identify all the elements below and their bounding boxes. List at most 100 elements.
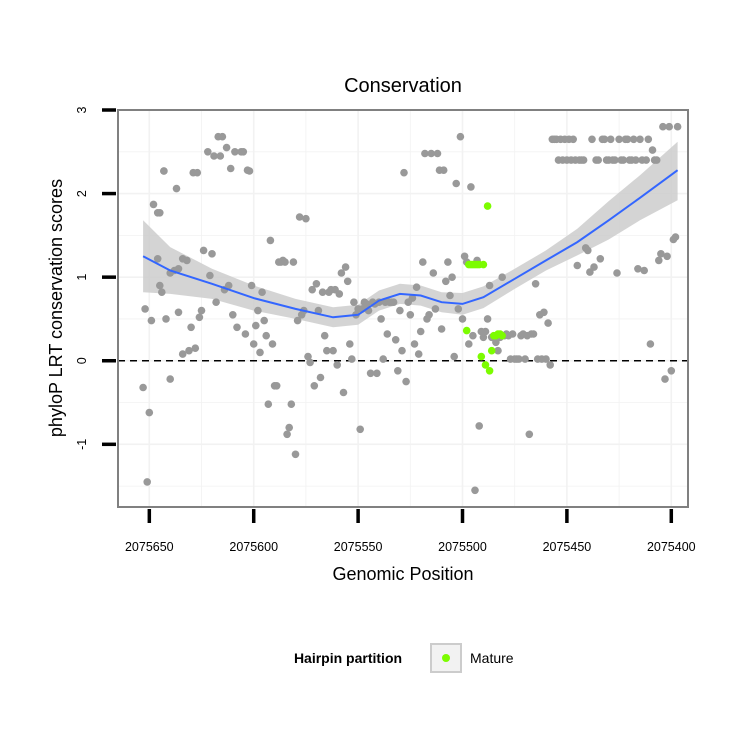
data-points (139, 122, 682, 495)
point (483, 315, 492, 323)
confidence-band-area (143, 141, 678, 328)
point (661, 375, 669, 383)
confidence-band (118, 141, 688, 362)
point (247, 281, 256, 290)
point (268, 340, 277, 348)
mature-point (485, 367, 494, 375)
point (156, 281, 164, 290)
point (492, 338, 500, 347)
point (339, 388, 348, 397)
point (540, 308, 548, 317)
point (508, 330, 517, 338)
mature-point (462, 326, 471, 335)
point (323, 346, 331, 355)
point (454, 305, 463, 313)
point (663, 252, 671, 261)
point (185, 346, 193, 355)
point (333, 361, 342, 369)
point (398, 346, 406, 355)
point (646, 340, 655, 348)
mature-point (481, 361, 490, 369)
point (283, 430, 291, 439)
point (667, 367, 676, 375)
point (139, 383, 147, 392)
y-tick-label: 0 (75, 357, 89, 364)
point (584, 246, 592, 255)
point (208, 250, 216, 258)
point (544, 319, 552, 327)
point (287, 400, 296, 409)
chart-title: Conservation (344, 75, 462, 97)
point (241, 330, 250, 338)
point (652, 156, 661, 164)
y-axis: -1 0 1 2 3 (75, 106, 116, 450)
point (160, 167, 168, 175)
point (437, 325, 446, 333)
point (343, 277, 352, 286)
point (529, 330, 538, 338)
point (515, 355, 523, 363)
point (402, 377, 410, 386)
mature-point (487, 346, 496, 355)
point (226, 164, 235, 173)
mature-point (477, 352, 486, 361)
point (229, 311, 237, 319)
point (615, 135, 623, 144)
x-tick-label: 2075600 (229, 540, 278, 554)
point (174, 308, 183, 317)
point (400, 168, 408, 177)
point (481, 327, 490, 336)
point (264, 400, 273, 409)
point (546, 361, 554, 369)
point (153, 254, 162, 263)
point (648, 146, 657, 154)
point (623, 135, 632, 144)
point (145, 408, 154, 417)
mature-point (479, 260, 488, 269)
point (439, 166, 448, 174)
point (320, 331, 329, 340)
point (419, 258, 427, 266)
point (629, 135, 638, 144)
point (671, 233, 680, 241)
point (634, 265, 642, 273)
point (467, 183, 475, 191)
point (659, 122, 667, 131)
point (590, 263, 598, 271)
point (573, 261, 582, 270)
x-tick-label: 2075550 (334, 540, 383, 554)
point (204, 148, 212, 156)
point (429, 269, 438, 277)
point (262, 331, 271, 340)
point (642, 156, 650, 164)
point (233, 323, 241, 332)
point (166, 375, 174, 383)
point (306, 358, 314, 367)
point (341, 263, 350, 271)
point (231, 148, 239, 156)
point (289, 258, 298, 266)
point (162, 315, 170, 323)
y-tick-label: 3 (75, 106, 89, 113)
point (316, 373, 325, 382)
point (304, 352, 312, 361)
point (256, 348, 264, 357)
point (335, 290, 344, 298)
point (174, 265, 183, 273)
point (260, 316, 269, 325)
point (465, 340, 473, 348)
point (410, 340, 419, 348)
point (337, 269, 346, 277)
point (239, 148, 248, 156)
point (665, 122, 673, 131)
point (149, 200, 158, 209)
point (362, 300, 371, 308)
point (318, 288, 327, 297)
point (444, 258, 452, 266)
point (596, 254, 605, 263)
x-axis-title: Genomic Position (332, 564, 473, 584)
point (308, 285, 317, 294)
point (266, 236, 275, 245)
point (222, 143, 231, 152)
